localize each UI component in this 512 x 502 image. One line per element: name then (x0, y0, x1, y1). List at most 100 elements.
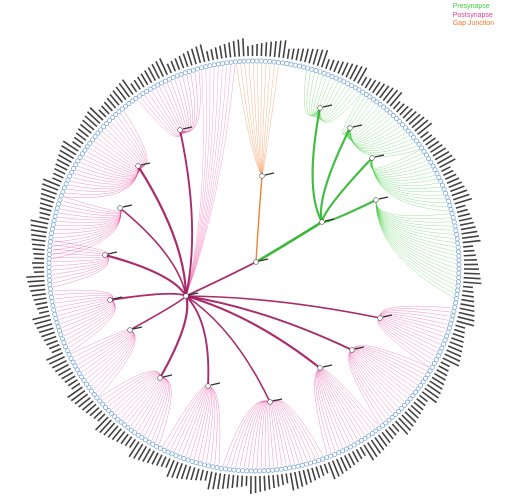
leaf-node (228, 59, 234, 65)
leaf-label (434, 150, 450, 161)
leaf-node (223, 466, 228, 472)
leaf-node (340, 448, 346, 454)
leaf-label (195, 468, 200, 481)
leaf-label (389, 91, 403, 107)
leaf-label (436, 154, 453, 165)
hub-label (378, 196, 389, 200)
postsynapse-edge (82, 158, 140, 176)
leaf-node (389, 414, 395, 420)
leaf-node (408, 131, 414, 137)
leaf-label (39, 216, 50, 221)
leaf-label (116, 430, 126, 443)
leaf-node (244, 468, 250, 474)
hub-label (354, 346, 365, 350)
presynapse-edge (370, 157, 427, 173)
hub-label (382, 314, 393, 318)
leaf-node (195, 66, 200, 72)
leaf-label (331, 460, 340, 477)
leaf-label (413, 401, 424, 411)
leaf-node (257, 468, 263, 474)
hub-node (253, 259, 259, 265)
leaf-node (453, 300, 459, 306)
postsynapse-edge (96, 329, 135, 393)
leaf-node (450, 215, 456, 221)
gap-junction-edge (261, 64, 267, 177)
leaf-label (447, 345, 463, 353)
leaf-label (451, 189, 468, 197)
leaf-label (81, 400, 94, 411)
postsynapse-edge (89, 148, 140, 173)
leaf-node (165, 449, 171, 455)
leaf-node (207, 63, 213, 69)
leaf-node (116, 109, 122, 115)
leaf-label (53, 172, 64, 179)
leaf-label (433, 372, 446, 381)
postsynapse-edge (137, 100, 181, 138)
thin-edges-layer (51, 63, 457, 469)
leaf-node (345, 81, 351, 87)
leaf-label (62, 140, 79, 152)
leaf-node (451, 308, 457, 314)
leaf-node (444, 333, 450, 339)
hub-node (259, 173, 265, 179)
leaf-label (71, 382, 81, 390)
leaf-node (189, 458, 195, 464)
leaf-node (381, 104, 387, 110)
leaf-label (97, 413, 106, 422)
postsynapse-edge (178, 78, 189, 133)
postsynapse-edge (99, 134, 142, 170)
leaf-node (49, 299, 55, 305)
leaf-label (299, 48, 305, 62)
leaf-node (443, 190, 449, 196)
postsynapse-trunk (185, 295, 210, 387)
leaf-label (440, 361, 451, 368)
leaf-label (75, 132, 87, 141)
postsynapse-edge (260, 400, 271, 469)
postsynapse-edge (58, 207, 122, 218)
leaf-label (31, 238, 46, 242)
leaf-node (313, 68, 319, 74)
leaf-label (26, 275, 45, 278)
leaf-node (362, 435, 368, 441)
leaf-label (64, 375, 76, 384)
leaf-label (72, 141, 82, 149)
leaf-node (227, 467, 233, 473)
leaf-label (431, 376, 445, 386)
leaf-node (157, 445, 163, 451)
leaf-node (377, 102, 383, 107)
leaf-node (278, 466, 284, 472)
postsynapse-edge (71, 328, 132, 354)
leaf-node (58, 193, 64, 199)
hub-label (112, 296, 123, 300)
leaf-node (308, 460, 313, 466)
presynapse-edge (349, 127, 415, 153)
leaf-label (84, 115, 98, 128)
leaf-node (90, 137, 95, 143)
leaf-label (151, 63, 161, 79)
leaf-label (171, 461, 179, 478)
leaf-node (401, 402, 407, 408)
leaf-node (63, 344, 69, 350)
leaf-label (170, 60, 177, 72)
leaf-node (71, 166, 77, 171)
leaf-label (340, 456, 348, 472)
leaf-node (77, 154, 83, 160)
leaf-node (415, 386, 421, 392)
leaf-node (309, 66, 315, 72)
leaf-node (320, 456, 326, 462)
presynapse-trunk (320, 156, 374, 224)
leaf-node (81, 378, 87, 384)
postsynapse-edge (73, 328, 132, 358)
leaf-label (67, 386, 83, 399)
leaf-node (282, 466, 288, 472)
leaf-label (118, 82, 131, 98)
leaf-node (55, 324, 61, 330)
leaf-node (280, 60, 285, 66)
leaf-node (146, 439, 152, 445)
postsynapse-edge (51, 254, 109, 263)
leaf-node (150, 441, 156, 447)
leaf-label (41, 331, 55, 338)
leaf-label (304, 48, 309, 63)
leaf-node (454, 236, 460, 242)
leaf-node (50, 222, 56, 228)
